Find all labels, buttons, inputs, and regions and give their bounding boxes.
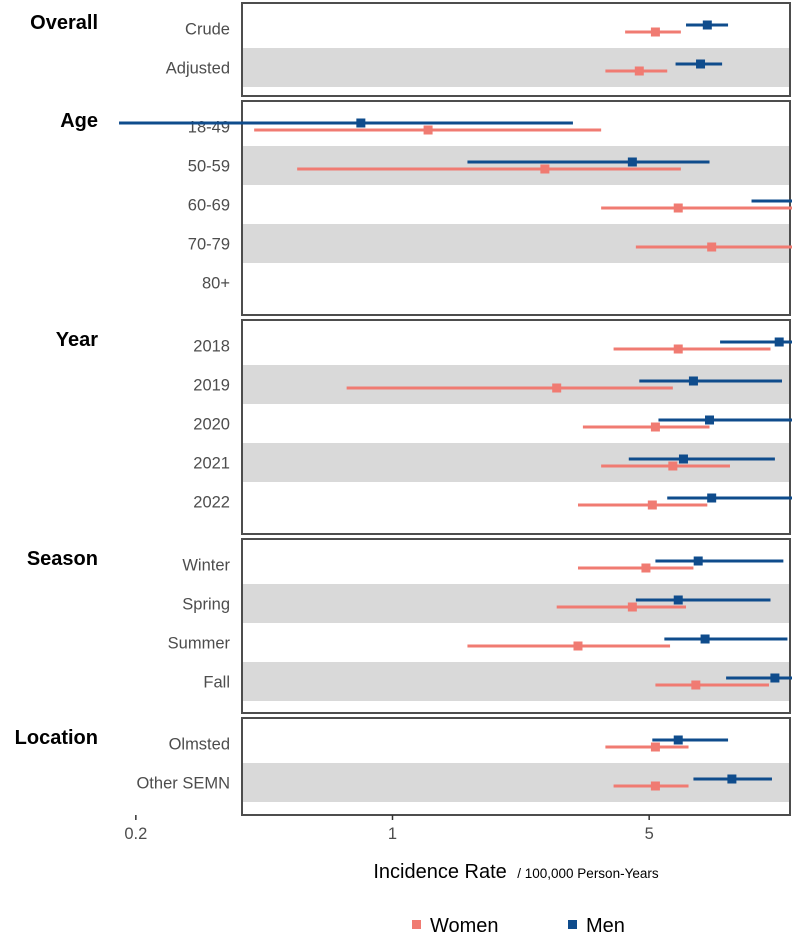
panel-border-year — [241, 319, 791, 535]
women-estimate-70-79 — [707, 242, 717, 252]
women-estimate-2021 — [668, 461, 678, 471]
women-estimate-60-69 — [673, 203, 683, 213]
men-estimate-fall — [770, 673, 780, 683]
women-estimate-18-49 — [423, 125, 433, 135]
women-estimate-2022 — [647, 500, 657, 510]
row-backgrounds — [242, 48, 790, 802]
row-label-spring: Spring — [182, 596, 230, 614]
row-label-olmsted: Olmsted — [169, 736, 230, 754]
legend: Women Men — [412, 915, 625, 937]
row-label-50-59: 50-59 — [188, 158, 230, 176]
men-estimate-crude — [702, 20, 712, 30]
x-tick-label-1: 1 — [388, 825, 397, 843]
men-estimate-olmsted — [673, 735, 683, 745]
x-axis-label: Incidence Rate / 100,000 Person-Years — [373, 861, 658, 883]
women-estimate-winter — [641, 563, 651, 573]
row-label-2022: 2022 — [193, 494, 230, 512]
row-label-80: 80+ — [202, 275, 230, 293]
group-title-year: Year — [56, 329, 98, 351]
women-estimate-crude — [650, 27, 660, 37]
data-marks — [119, 20, 792, 791]
group-title-location: Location — [15, 727, 98, 749]
women-estimate-summer — [573, 641, 583, 651]
row-label-fall: Fall — [203, 674, 230, 692]
panels — [241, 2, 791, 816]
x-axis-label-main: Incidence Rate — [373, 861, 506, 883]
row-label-other-semn: Other SEMN — [136, 775, 230, 793]
men-estimate-winter — [693, 556, 703, 566]
men-estimate-2018 — [774, 337, 784, 347]
row-label-2018: 2018 — [193, 338, 230, 356]
women-estimate-50-59 — [540, 164, 550, 174]
group-title-season: Season — [27, 548, 98, 570]
row-label-60-69: 60-69 — [188, 197, 230, 215]
women-estimate-other-semn — [650, 781, 660, 791]
women-estimate-spring — [627, 602, 637, 612]
x-tick-label-5: 5 — [645, 825, 654, 843]
men-estimate-other-semn — [727, 774, 737, 784]
panel-border-season — [241, 538, 791, 714]
row-label-2020: 2020 — [193, 416, 230, 434]
row-band — [242, 662, 790, 701]
women-estimate-fall — [691, 680, 701, 690]
group-title-age: Age — [60, 110, 98, 132]
x-tick-label-0-2: 0.2 — [124, 825, 147, 843]
row-band — [242, 365, 790, 404]
row-band — [242, 224, 790, 263]
men-estimate-2021 — [678, 454, 688, 464]
row-label-summer: Summer — [168, 635, 231, 653]
panel-border-overall — [241, 2, 791, 97]
row-band — [242, 443, 790, 482]
row-band — [242, 584, 790, 623]
x-axis-label-units: / 100,000 Person-Years — [517, 866, 659, 881]
legend-label-women: Women — [430, 915, 499, 937]
panel-border-location — [241, 717, 791, 816]
row-label-18-49: 18-49 — [188, 119, 230, 137]
men-estimate-2019 — [688, 376, 698, 386]
women-estimate-2018 — [673, 344, 683, 354]
row-label-2021: 2021 — [193, 455, 230, 473]
men-estimate-adjusted — [696, 59, 706, 69]
women-estimate-2020 — [650, 422, 660, 432]
row-band — [242, 763, 790, 802]
legend-swatch-women — [412, 920, 421, 929]
legend-swatch-men — [568, 920, 577, 929]
row-label-70-79: 70-79 — [188, 236, 230, 254]
row-band — [242, 48, 790, 87]
row-label-crude: Crude — [185, 21, 230, 39]
row-label-adjusted: Adjusted — [166, 60, 230, 78]
row-band — [242, 146, 790, 185]
men-estimate-spring — [673, 595, 683, 605]
women-estimate-adjusted — [634, 66, 644, 76]
x-axis: 0.21520100 — [124, 815, 654, 843]
women-estimate-2019 — [552, 383, 562, 393]
group-title-overall: Overall — [30, 12, 98, 34]
men-estimate-2022 — [707, 493, 717, 503]
legend-label-men: Men — [586, 915, 625, 937]
men-estimate-2020 — [705, 415, 715, 425]
women-estimate-olmsted — [650, 742, 660, 752]
row-label-winter: Winter — [182, 557, 230, 575]
men-estimate-50-59 — [627, 157, 637, 167]
men-estimate-summer — [700, 634, 710, 644]
row-label-2019: 2019 — [193, 377, 230, 395]
men-estimate-18-49 — [356, 118, 366, 128]
row-labels: Overall Crude Adjusted Age 18-49 50-59 60-69 70… — [15, 12, 231, 793]
